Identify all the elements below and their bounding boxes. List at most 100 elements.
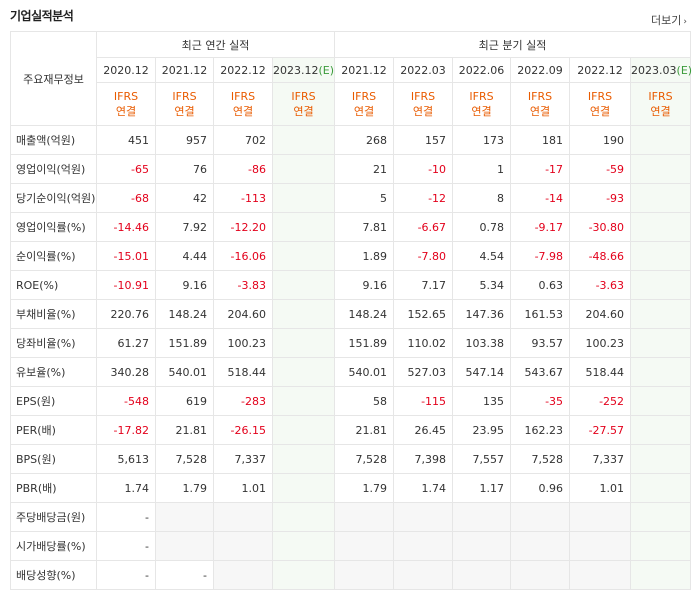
table-cell: 547.14 [452, 357, 512, 387]
table-cell: -7.98 [510, 241, 571, 271]
table-cell: 5 [334, 183, 395, 213]
period-header: 2022.09 [510, 57, 571, 83]
table-cell: -113 [213, 183, 273, 213]
ifrs-line1: IFRS [172, 90, 197, 103]
table-cell: 5.34 [452, 270, 512, 300]
table-cell: 9.16 [334, 270, 395, 300]
row-label: EPS(원) [10, 386, 97, 416]
row-label: PER(배) [10, 415, 97, 445]
table-cell: 1.01 [569, 473, 632, 503]
table-cell: 204.60 [569, 299, 632, 329]
ifrs-label: IFRS 연결 [630, 82, 692, 126]
period-label: 2022.12 [577, 63, 623, 77]
table-cell: 7,528 [155, 444, 214, 474]
table-cell [393, 502, 454, 532]
row-label: ROE(%) [10, 270, 97, 300]
table-cell: 151.89 [155, 328, 214, 358]
table-row: 주당배당금(원) - [10, 502, 692, 532]
estimate-mark: (E) [318, 63, 335, 77]
period-label: 2022.06 [458, 63, 505, 77]
table-cell: 100.23 [213, 328, 273, 358]
row-label: 유보율(%) [10, 357, 97, 387]
period-header: 2022.03 [393, 57, 454, 83]
row-label: 영업이익률(%) [10, 212, 97, 242]
table-cell: 1.79 [155, 473, 214, 503]
table-cell: -93 [569, 183, 632, 213]
table-cell: 7.17 [393, 270, 454, 300]
table-cell: - [155, 560, 214, 590]
table-cell: 9.16 [155, 270, 214, 300]
table-cell: 147.36 [452, 299, 512, 329]
table-row: EPS(원) -548 619 -283 58 -115 135 -35 -252 [10, 386, 692, 416]
ifrs-line2: 연결 [115, 105, 137, 118]
table-cell: -17 [510, 154, 571, 184]
period-label: 2023.12 [273, 63, 319, 77]
row-label: 시가배당률(%) [10, 531, 97, 561]
table-cell: 543.67 [510, 357, 571, 387]
table-cell [271, 473, 336, 503]
table-cell [271, 560, 336, 590]
table-cell [630, 328, 692, 358]
table-cell: 957 [155, 125, 214, 155]
table-cell: 1.79 [334, 473, 395, 503]
period-label: 2022.09 [517, 63, 563, 77]
table-cell: -12.20 [213, 212, 273, 242]
table-cell [630, 357, 692, 387]
table-row: 영업이익(억원) -65 76 -86 21 -10 1 -17 -59 [10, 154, 692, 184]
table-cell: 619 [155, 386, 214, 416]
table-row: 부채비율(%) 220.76 148.24 204.60 148.24 152.65 147… [10, 299, 692, 329]
table-cell: 58 [334, 386, 395, 416]
table-cell: -86 [213, 154, 273, 184]
table-cell: 148.24 [334, 299, 395, 329]
period-header: 2021.12 [155, 57, 214, 83]
table-cell [271, 125, 336, 155]
table-cell: 0.78 [452, 212, 512, 242]
table-cell: 173 [452, 125, 512, 155]
table-cell: 151.89 [334, 328, 395, 358]
table-cell: -68 [96, 183, 156, 213]
financial-table-body: 매출액(억원) 451 957 702 268 157 173 181 190 영업이익(억원) -… [10, 125, 692, 590]
period-header-row: 2020.12 2021.12 2022.12 2023.12(E) 2021.12 20… [11, 57, 692, 83]
period-header: 2022.06 [452, 57, 512, 83]
row-label: PBR(배) [10, 473, 97, 503]
ifrs-line1: IFRS [527, 90, 553, 103]
table-cell [630, 270, 692, 300]
table-cell [334, 560, 395, 590]
table-cell: -252 [569, 386, 632, 416]
period-label: 2022.12 [220, 63, 266, 77]
table-row: 당좌비율(%) 61.27 151.89 100.23 151.89 110.02 103.… [10, 328, 692, 358]
period-label: 2021.12 [161, 63, 208, 77]
table-cell: -115 [393, 386, 454, 416]
table-cell: 100.23 [569, 328, 632, 358]
table-cell [630, 125, 692, 155]
table-row: 영업이익률(%) -14.46 7.92 -12.20 7.81 -6.67 0.78 -9.… [10, 212, 692, 242]
table-cell: -16.06 [213, 241, 273, 271]
ifrs-line2: 연결 [412, 105, 434, 118]
ifrs-line1: IFRS [587, 90, 613, 103]
table-cell [630, 415, 692, 445]
table-cell: 0.63 [510, 270, 571, 300]
table-cell: 5,613 [96, 444, 156, 474]
ifrs-line2: 연결 [471, 105, 492, 118]
ifrs-line1: IFRS [291, 90, 316, 103]
table-cell [452, 560, 512, 590]
row-label: 부채비율(%) [10, 299, 97, 329]
more-link[interactable]: 더보기 › [651, 12, 687, 28]
table-cell: 93.57 [510, 328, 571, 358]
table-cell: 190 [569, 125, 632, 155]
row-label: 매출액(억원) [10, 125, 97, 155]
more-link-label: 더보기 [651, 14, 682, 27]
table-cell: -10 [393, 154, 454, 184]
table-row: 매출액(억원) 451 957 702 268 157 173 181 190 [10, 125, 692, 155]
table-cell: 162.23 [510, 415, 571, 445]
table-cell: 702 [213, 125, 273, 155]
table-cell: 21.81 [155, 415, 214, 445]
table-cell: 1.17 [452, 473, 512, 503]
table-row: PER(배) -17.82 21.81 -26.15 21.81 26.45 23.95 16… [10, 415, 692, 445]
table-cell [630, 183, 692, 213]
row-label: 순이익률(%) [10, 241, 97, 271]
table-cell: -283 [213, 386, 273, 416]
table-row: PBR(배) 1.74 1.79 1.01 1.79 1.74 1.17 0.96 1.01 [10, 473, 692, 503]
period-label: 2023.03 [631, 63, 677, 77]
table-cell: -548 [96, 386, 156, 416]
